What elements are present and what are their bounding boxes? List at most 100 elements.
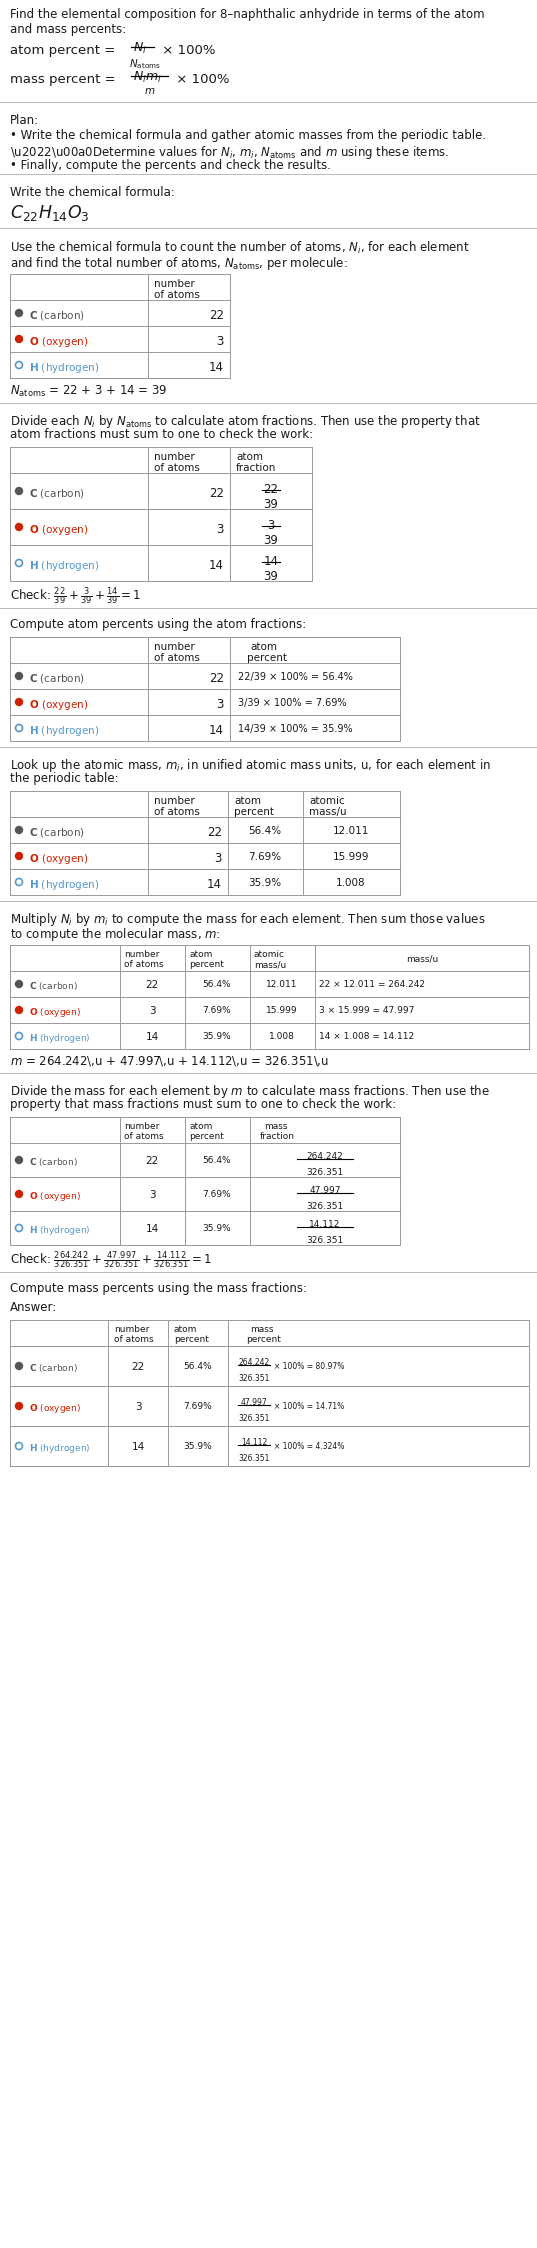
Text: × 100% = 4.324%: × 100% = 4.324% [274,1441,344,1450]
Text: number: number [124,951,159,960]
Circle shape [16,827,23,834]
Text: atom: atom [174,1324,198,1333]
Text: 22 × 12.011 = 264.242: 22 × 12.011 = 264.242 [319,980,425,989]
Text: 14: 14 [209,724,224,737]
Text: $\mathbf{H}$ (hydrogen): $\mathbf{H}$ (hydrogen) [29,1223,91,1236]
Text: of atoms: of atoms [124,960,164,969]
Circle shape [16,310,23,317]
Text: 47.997: 47.997 [309,1187,341,1196]
Text: 35.9%: 35.9% [202,1223,231,1232]
Text: 14: 14 [209,560,224,571]
Text: 22: 22 [146,980,158,989]
Text: 326.351: 326.351 [238,1454,270,1463]
Text: 14: 14 [146,1223,158,1234]
Text: number: number [154,452,195,463]
Text: $\mathbf{O}$ (oxygen): $\mathbf{O}$ (oxygen) [29,524,89,537]
Text: the periodic table:: the periodic table: [10,771,119,785]
Text: atom percent =: atom percent = [10,45,120,56]
Text: number: number [124,1122,159,1131]
Text: $\mathbf{H}$ (hydrogen): $\mathbf{H}$ (hydrogen) [29,560,99,573]
Text: 56.4%: 56.4% [249,825,281,836]
Text: 35.9%: 35.9% [184,1441,212,1450]
Text: 1.008: 1.008 [269,1032,295,1041]
Text: Plan:: Plan: [10,115,39,126]
Text: $\mathbf{H}$ (hydrogen): $\mathbf{H}$ (hydrogen) [29,879,99,892]
Text: 7.69%: 7.69% [202,1189,231,1198]
Text: atom: atom [189,951,212,960]
Text: 39: 39 [264,571,279,582]
Text: atomic: atomic [309,796,345,807]
Text: 22: 22 [209,488,224,499]
Text: 3: 3 [149,1007,155,1016]
Text: 35.9%: 35.9% [202,1032,231,1041]
Text: of atoms: of atoms [114,1335,154,1344]
Circle shape [16,524,23,531]
Text: 326.351: 326.351 [307,1169,344,1178]
Text: $\mathbf{H}$ (hydrogen): $\mathbf{H}$ (hydrogen) [29,724,99,737]
Text: Check: $\frac{22}{39}+\frac{3}{39}+\frac{14}{39}=1$: Check: $\frac{22}{39}+\frac{3}{39}+\frac… [10,584,141,607]
Text: $\mathbf{C}$ (carbon): $\mathbf{C}$ (carbon) [29,1362,78,1374]
Circle shape [16,1362,23,1369]
Text: $\mathbf{O}$ (oxygen): $\mathbf{O}$ (oxygen) [29,335,89,348]
Text: atom: atom [236,452,263,463]
Text: $\mathbf{C}$ (carbon): $\mathbf{C}$ (carbon) [29,672,85,686]
Text: 3: 3 [135,1403,141,1412]
Text: 22: 22 [132,1362,144,1371]
Text: 14: 14 [207,879,222,890]
Text: number: number [154,796,195,807]
Circle shape [16,980,23,987]
Text: Multiply $N_i$ by $m_i$ to compute the mass for each element. Then sum those val: Multiply $N_i$ by $m_i$ to compute the m… [10,910,485,928]
Text: mass/u: mass/u [406,955,438,964]
Text: 326.351: 326.351 [307,1236,344,1245]
Text: $\mathbf{O}$ (oxygen): $\mathbf{O}$ (oxygen) [29,1189,81,1203]
Text: atom fractions must sum to one to check the work:: atom fractions must sum to one to check … [10,427,313,441]
Text: 22: 22 [264,483,279,497]
Text: percent: percent [234,807,274,816]
Text: 14.112: 14.112 [241,1439,267,1448]
Text: 264.242: 264.242 [307,1151,343,1160]
Text: Compute atom percents using the atom fractions:: Compute atom percents using the atom fra… [10,618,306,632]
Text: of atoms: of atoms [154,290,200,299]
Text: of atoms: of atoms [154,463,200,472]
Text: 47.997: 47.997 [241,1398,267,1407]
Text: 7.69%: 7.69% [202,1007,231,1016]
Text: Check: $\frac{264.242}{326.351}+\frac{47.997}{326.351}+\frac{14.112}{326.351}=1$: Check: $\frac{264.242}{326.351}+\frac{47… [10,1250,212,1270]
Text: 7.69%: 7.69% [249,852,281,861]
Text: 3/39 × 100% = 7.69%: 3/39 × 100% = 7.69% [238,697,346,708]
Text: $N_{\mathsf{atoms}}$ = 22 + 3 + 14 = 39: $N_{\mathsf{atoms}}$ = 22 + 3 + 14 = 39 [10,384,168,400]
Text: Look up the atomic mass, $m_i$, in unified atomic mass units, u, for each elemen: Look up the atomic mass, $m_i$, in unifi… [10,758,491,773]
Text: 7.69%: 7.69% [184,1403,212,1412]
Text: to compute the molecular mass, $m$:: to compute the molecular mass, $m$: [10,926,221,942]
Circle shape [16,488,23,495]
Text: 3: 3 [216,697,224,710]
Text: 22: 22 [209,308,224,321]
Text: 56.4%: 56.4% [202,1155,231,1164]
Text: Divide each $N_i$ by $N_{\mathsf{atoms}}$ to calculate atom fractions. Then use : Divide each $N_i$ by $N_{\mathsf{atoms}}… [10,414,481,429]
Text: 12.011: 12.011 [333,825,369,836]
Text: $m$: $m$ [144,85,155,97]
Text: $\mathbf{H}$ (hydrogen): $\mathbf{H}$ (hydrogen) [29,1032,91,1045]
Text: 3: 3 [216,524,224,535]
Text: and find the total number of atoms, $N_{\mathsf{atoms}}$, per molecule:: and find the total number of atoms, $N_{… [10,254,348,272]
Text: percent: percent [174,1335,209,1344]
Text: $m$ = 264.242\,u + 47.997\,u + 14.112\,u = 326.351\,u: $m$ = 264.242\,u + 47.997\,u + 14.112\,u… [10,1054,329,1068]
Text: number: number [114,1324,149,1333]
Text: 22: 22 [209,672,224,686]
Text: \u2022\u00a0Determine values for $N_i$, $m_i$, $N_{\mathsf{atoms}}$ and $m$ usin: \u2022\u00a0Determine values for $N_i$, … [10,144,449,162]
Text: 15.999: 15.999 [266,1007,298,1016]
Text: 326.351: 326.351 [238,1414,270,1423]
Text: 3: 3 [215,852,222,865]
Text: mass/u: mass/u [309,807,346,816]
Circle shape [16,672,23,679]
Text: Find the elemental composition for 8–naphthalic anhydride in terms of the atom: Find the elemental composition for 8–nap… [10,9,484,20]
Text: 22/39 × 100% = 56.4%: 22/39 × 100% = 56.4% [238,672,353,681]
Text: 14: 14 [132,1441,144,1452]
Text: 35.9%: 35.9% [249,879,281,888]
Text: $N_{\mathsf{atoms}}$: $N_{\mathsf{atoms}}$ [129,56,161,70]
Text: 326.351: 326.351 [238,1374,270,1383]
Circle shape [16,1191,23,1198]
Text: mass percent =: mass percent = [10,72,120,85]
Text: 3: 3 [267,519,275,533]
Circle shape [16,1155,23,1164]
Text: atomic: atomic [254,951,285,960]
